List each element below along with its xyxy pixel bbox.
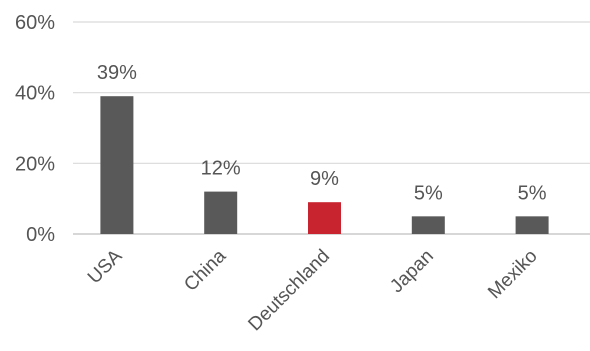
- y-tick-label-0: 0%: [26, 224, 55, 246]
- data-label-china: 12%: [201, 158, 241, 180]
- data-labels: 39% 12% 9% 5% 5%: [97, 62, 547, 204]
- category-label-china: China: [180, 245, 230, 295]
- bar-japan: [411, 216, 445, 234]
- category-label-deutschland: Deutschland: [244, 246, 334, 336]
- bar-deutschland: [308, 202, 341, 234]
- bar-mexiko: [515, 216, 549, 234]
- data-label-usa: 39%: [97, 62, 137, 84]
- category-label-usa: USA: [84, 245, 127, 288]
- bar-china: [204, 191, 238, 234]
- x-axis-category-labels: USA China Deutschland Japan Mexiko: [84, 245, 542, 335]
- category-label-japan: Japan: [386, 246, 437, 297]
- bars: [100, 96, 549, 234]
- bar-usa: [100, 96, 134, 234]
- y-axis-tick-labels: 0% 20% 40% 60%: [15, 12, 55, 246]
- data-label-mexiko: 5%: [518, 182, 547, 204]
- y-tick-label-60: 60%: [15, 12, 55, 34]
- data-label-deutschland: 9%: [310, 168, 339, 190]
- category-label-mexiko: Mexiko: [484, 246, 541, 303]
- y-tick-label-40: 40%: [15, 83, 55, 105]
- data-label-japan: 5%: [414, 182, 443, 204]
- y-tick-label-20: 20%: [15, 153, 55, 175]
